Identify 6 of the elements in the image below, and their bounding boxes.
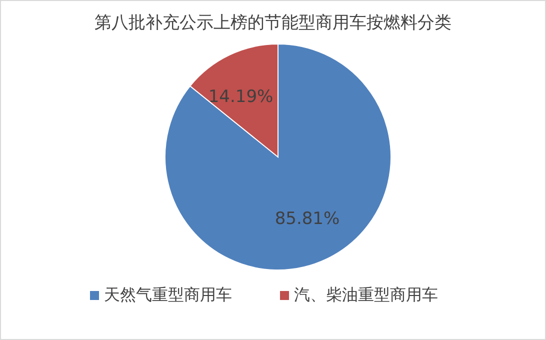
legend-label: 汽、柴油重型商用车	[294, 285, 438, 304]
data-label: 14.19%	[208, 86, 274, 107]
data-label: 85.81%	[274, 209, 340, 230]
legend-label: 天然气重型商用车	[104, 285, 232, 304]
chart-title: 第八批补充公示上榜的节能型商用车按燃料分类	[94, 13, 452, 33]
pie-slice	[164, 44, 392, 270]
